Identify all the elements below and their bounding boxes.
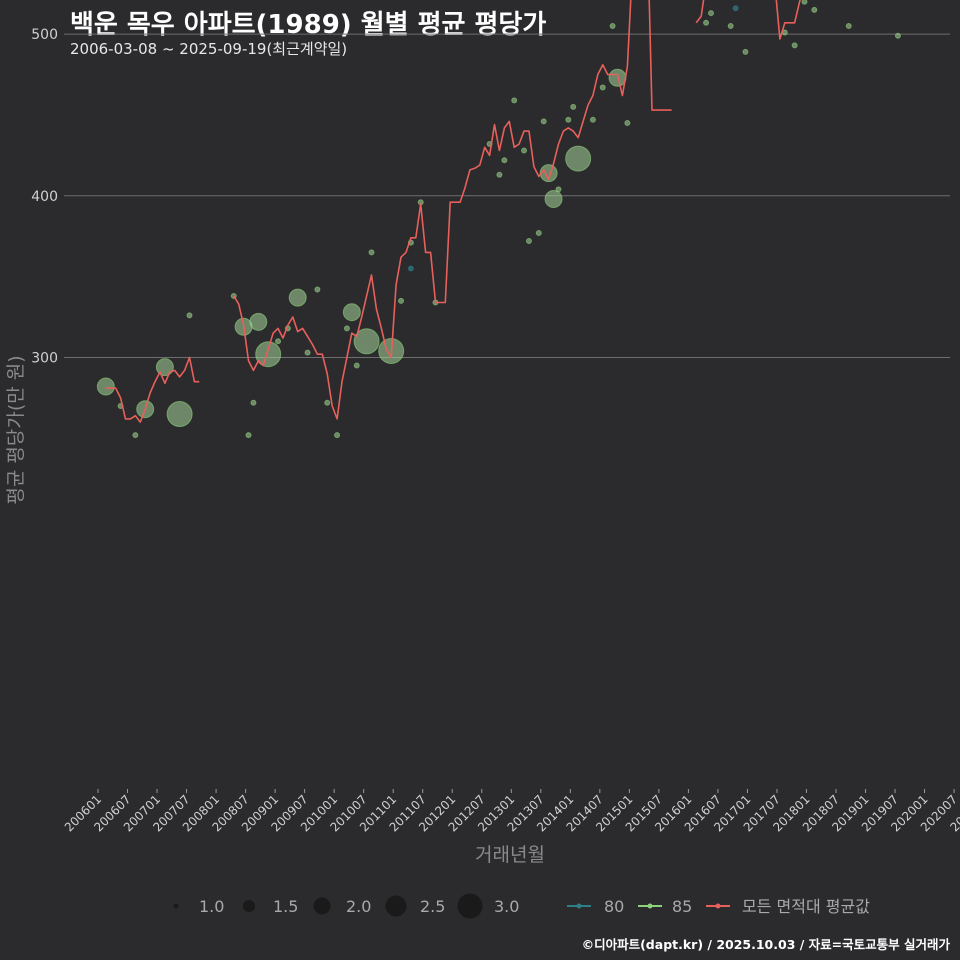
chart-title: 백운 목우 아파트(1989) 월별 평균 평당가 — [70, 10, 547, 40]
size-legend-label-1: 1.0 — [199, 897, 224, 916]
y-tick-300: 300 — [31, 350, 58, 366]
y-tick-labels: 300400500600 — [31, 27, 58, 366]
bubble-85-2013-10 — [544, 190, 563, 209]
bubble-85-2016-06 — [708, 10, 714, 17]
average-line-layer — [105, 0, 801, 423]
bubble-80-2016-11 — [732, 5, 739, 12]
legend-key-85-dot — [647, 903, 653, 909]
average-line-segment-1 — [233, 0, 672, 420]
bubble-85-2007-06 — [166, 401, 193, 428]
size-legend-dot-5 — [457, 893, 483, 919]
bubble-85-2013-05 — [525, 238, 532, 245]
bubble-layer — [96, 0, 901, 439]
bubble-85-2019-08 — [894, 32, 901, 39]
bubble-85-2016-05 — [703, 19, 710, 26]
y-axis-label: 평균 평당가(만 원) — [5, 355, 27, 504]
bubble-85-2006-09 — [132, 432, 139, 439]
bubble-85-2010-06 — [353, 362, 360, 369]
size-legend-label-3: 2.0 — [346, 897, 371, 916]
bubble-85-2014-08 — [599, 84, 606, 91]
y-tick-500: 500 — [31, 27, 58, 43]
bubble-85-2009-02 — [275, 338, 282, 345]
bubble-85-2006-03 — [96, 377, 115, 396]
grid-lines — [64, 33, 950, 358]
bubble-85-2014-02 — [570, 103, 577, 110]
legend-key-80-dot — [576, 903, 582, 909]
series-legend: 80 85 모든 면적대 평균값 — [567, 897, 870, 916]
bubble-85-2013-11 — [555, 186, 562, 193]
size-legend-label-5: 3.0 — [494, 897, 519, 916]
size-legend-dot-2 — [243, 900, 255, 912]
bubble-85-2008-09 — [250, 399, 257, 406]
bubble-85-2009-06 — [288, 288, 307, 307]
size-legend-dot-1 — [173, 903, 179, 909]
bubble-85-2007-08 — [186, 312, 193, 319]
size-legend-label-2: 1.5 — [273, 897, 298, 916]
bubble-85-2014-10 — [609, 23, 616, 30]
bubble-85-2009-08 — [304, 349, 311, 356]
bubble-85-2017-01 — [742, 48, 749, 55]
size-legend-dot-3 — [313, 897, 331, 915]
bubble-85-2018-10 — [845, 23, 852, 30]
bubble-85-2010-05 — [342, 303, 361, 322]
bubble-85-2010-09 — [368, 249, 375, 256]
bubble-85-2016-10 — [727, 23, 734, 30]
legend: 1.0 1.5 2.0 2.5 3.0 80 85 모든 면적대 평균값 — [173, 893, 870, 919]
size-legend-dot-4 — [385, 895, 407, 917]
bubble-85-2008-10 — [249, 312, 268, 331]
bubble-85-2011-03 — [398, 297, 405, 304]
x-axis-label: 거래년월 — [475, 844, 545, 866]
bubble-85-2012-12 — [501, 157, 508, 164]
legend-key-avg-dot — [715, 903, 721, 909]
size-legend: 1.0 1.5 2.0 2.5 3.0 — [173, 893, 519, 919]
legend-label-80: 80 — [604, 897, 624, 916]
bubble-85-2010-02 — [334, 432, 341, 439]
bubble-85-2010-08 — [353, 328, 380, 355]
bubble-85-2012-11 — [496, 171, 503, 178]
bubble-85-2010-04 — [343, 325, 350, 332]
bubble-85-2009-12 — [324, 399, 331, 406]
bubble-85-2008-08 — [245, 432, 252, 439]
average-line-segment-0 — [105, 356, 200, 423]
bubble-85-2014-01 — [565, 116, 572, 123]
legend-label-85: 85 — [672, 897, 692, 916]
bubble-85-2007-03 — [155, 358, 174, 377]
bubble-85-2014-06 — [589, 116, 596, 123]
bubble-85-2013-08 — [540, 118, 547, 125]
bubble-85-2018-01 — [801, 0, 808, 5]
size-legend-label-4: 2.5 — [420, 897, 445, 916]
legend-label-average: 모든 면적대 평균값 — [742, 897, 870, 916]
chart-subtitle: 2006-03-08 ~ 2025-09-19(최근계약일) — [70, 40, 348, 58]
bubble-85-2015-01 — [624, 120, 631, 127]
bubble-85-2013-07 — [535, 229, 542, 236]
bubble-80-2011-05 — [407, 265, 414, 272]
bubble-85-2017-11 — [791, 42, 798, 49]
bubble-85-2013-04 — [521, 147, 528, 154]
x-tick-labels: 2006012006072007012007072008012008072009… — [62, 789, 960, 835]
bubble-85-2013-02 — [511, 97, 518, 104]
bubble-85-2009-10 — [314, 286, 321, 293]
bubble-85-2018-03 — [811, 6, 818, 13]
y-tick-400: 400 — [31, 189, 58, 205]
source-caption: ©디아파트(dapt.kr) / 2025.10.03 / 자료=국토교통부 실… — [581, 937, 950, 952]
bubble-85-2014-03 — [565, 145, 592, 172]
bubble-85-2013-09 — [539, 164, 558, 183]
bubble-85-2008-12 — [255, 341, 282, 368]
